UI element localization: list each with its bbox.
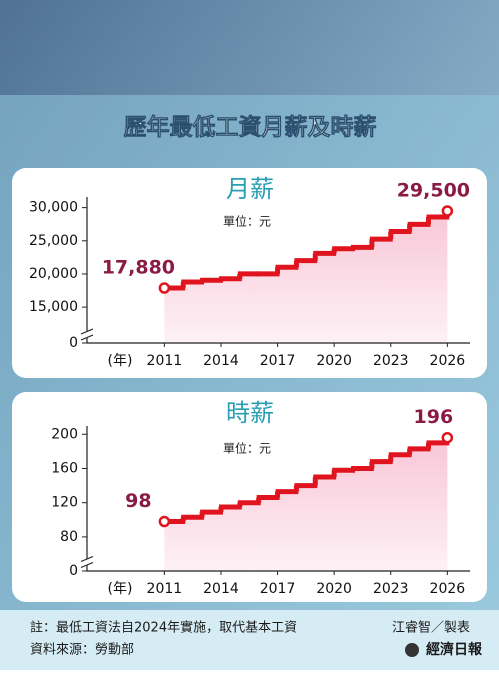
axis-break: [80, 561, 94, 569]
panel-title: 月薪: [226, 175, 274, 203]
x-tick-label: 2014: [203, 353, 239, 369]
unit-label: 單位：元: [223, 214, 271, 229]
y-tick-label: 20,000: [29, 266, 78, 282]
y-tick-label: 200: [51, 426, 78, 442]
panel-title: 時薪: [226, 399, 274, 427]
end-point: [158, 515, 171, 528]
publisher: 經濟日報: [426, 641, 483, 658]
axis-break: [80, 334, 94, 341]
y-tick-label: 80: [60, 529, 78, 545]
value-label: 196: [414, 406, 454, 428]
y-tick-label: 160: [51, 460, 78, 476]
y-tick-label: 15,000: [29, 299, 78, 315]
y-tick-label: 25,000: [29, 233, 78, 249]
y-tick-label: 0: [69, 335, 78, 351]
page-title: 歷年最低工資月薪及時薪: [124, 114, 377, 141]
axis-break-gap: [81, 558, 93, 566]
x-tick-label: 2020: [316, 353, 352, 369]
y-tick-label: 30,000: [29, 200, 78, 216]
value-label: 98: [125, 490, 151, 512]
x-tick-label: 2017: [260, 581, 296, 597]
footer-band: [0, 610, 499, 670]
value-label: 29,500: [397, 179, 470, 201]
credit: 江睿智／製表: [392, 621, 470, 636]
value-label: 17,880: [102, 257, 175, 279]
axis-break-gap: [81, 331, 93, 338]
footnote: 註：最低工資法自2024年實施，取代基本工資: [30, 620, 297, 636]
x-axis-label: (年): [108, 581, 133, 597]
end-point: [441, 431, 454, 444]
x-tick-label: 2020: [316, 581, 352, 597]
x-axis-label: (年): [108, 353, 133, 369]
x-tick-label: 2011: [147, 581, 183, 597]
x-tick-label: 2026: [430, 353, 466, 369]
unit-label: 單位：元: [223, 441, 271, 456]
end-point: [158, 282, 171, 294]
area-fill: [164, 210, 448, 343]
x-tick-label: 2017: [260, 353, 296, 369]
x-tick-label: 2023: [373, 353, 409, 369]
axis-break: [80, 328, 94, 335]
x-tick-label: 2026: [430, 581, 466, 597]
area-fill: [164, 437, 448, 571]
y-tick-label: 120: [51, 495, 78, 511]
y-tick-label: 0: [69, 563, 78, 579]
x-tick-label: 2023: [373, 581, 409, 597]
logo: [405, 643, 419, 657]
x-tick-label: 2014: [203, 581, 239, 597]
end-point: [441, 205, 454, 217]
source: 資料來源：勞動部: [30, 643, 134, 658]
axis-break: [80, 555, 94, 563]
x-tick-label: 2011: [147, 353, 183, 369]
